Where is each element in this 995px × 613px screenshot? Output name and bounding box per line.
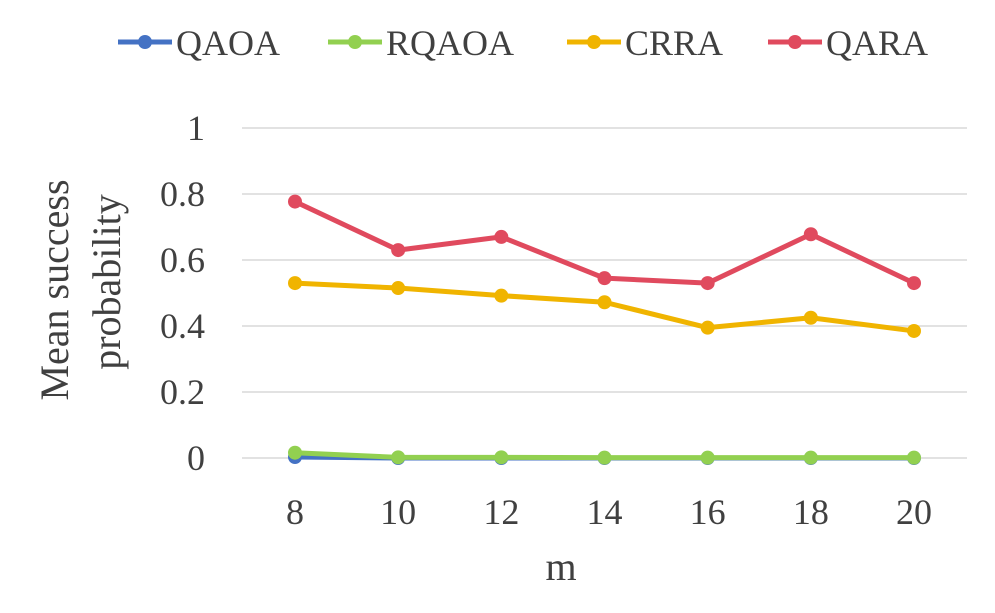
x-tick-label: 10 (380, 492, 416, 532)
legend-entry-qara: QARA (768, 23, 928, 63)
x-tick-label: 8 (286, 492, 304, 532)
data-point-crra (700, 320, 715, 335)
data-point-rqaoa (597, 450, 612, 465)
y-tick-label: 0.6 (160, 240, 205, 280)
x-tick-label: 14 (587, 492, 623, 532)
x-tick-label: 18 (793, 492, 829, 532)
data-point-crra (597, 295, 612, 310)
gridlines (242, 127, 967, 459)
data-point-crra (288, 276, 302, 291)
data-point-crra (494, 288, 509, 303)
legend-label: QAOA (176, 23, 280, 63)
data-point-rqaoa (803, 450, 818, 465)
y-tick-label: 1 (187, 108, 205, 148)
x-tick-label: 20 (896, 492, 932, 532)
y-tick-label: 0 (187, 438, 205, 478)
x-axis-ticks: 8 10 12 14 16 18 20 (286, 492, 932, 532)
data-point-rqaoa (391, 450, 406, 465)
data-point-rqaoa (700, 450, 715, 465)
series-rqaoa (288, 445, 921, 465)
y-axis-title-line-2: probability (84, 194, 129, 370)
legend-entry-qaoa: QAOA (118, 23, 280, 63)
data-point-qara (597, 271, 612, 286)
legend-label: RQAOA (386, 23, 514, 63)
legend-label: QARA (826, 23, 928, 63)
y-tick-label: 0.2 (160, 372, 205, 412)
legend-marker (138, 35, 152, 49)
legend-label: CRRA (625, 23, 723, 63)
data-point-qara (288, 194, 302, 209)
y-axis-ticks: 0 0.2 0.4 0.6 0.8 1 (160, 108, 205, 478)
x-tick-label: 12 (483, 492, 519, 532)
legend-entry-crra: CRRA (567, 23, 723, 63)
legend-marker (348, 35, 362, 49)
x-axis-title: m (545, 544, 576, 589)
data-point-crra (391, 281, 406, 296)
data-point-qara (803, 227, 818, 242)
data-point-qara (907, 276, 921, 291)
legend-marker (788, 35, 802, 49)
data-point-rqaoa (288, 445, 302, 460)
data-point-qara (494, 229, 509, 244)
legend: QAOA RQAOA CRRA QARA (118, 23, 928, 63)
data-point-crra (907, 323, 921, 338)
series-qara (288, 194, 921, 291)
data-point-crra (803, 310, 818, 325)
series-line-qara (292, 199, 917, 286)
data-point-qara (700, 276, 715, 291)
y-tick-label: 0.8 (160, 174, 205, 214)
data-point-rqaoa (494, 450, 509, 465)
y-axis-title-line-1: Mean success (32, 179, 77, 400)
x-tick-label: 16 (690, 492, 726, 532)
series-layer (288, 194, 921, 465)
legend-marker (587, 35, 601, 49)
legend-entry-rqaoa: RQAOA (328, 23, 514, 63)
series-crra (288, 276, 921, 338)
data-point-rqaoa (907, 450, 921, 465)
y-tick-label: 0.4 (160, 306, 205, 346)
data-point-qara (391, 243, 406, 258)
